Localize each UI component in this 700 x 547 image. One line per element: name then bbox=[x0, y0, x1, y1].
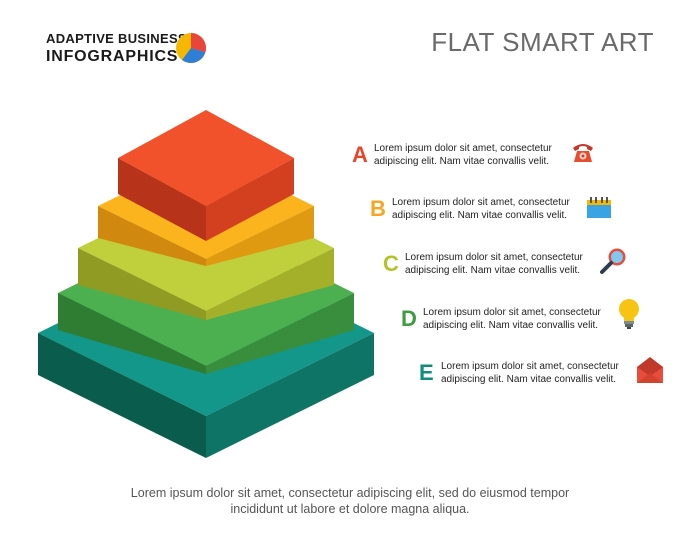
item-letter-a: A bbox=[352, 142, 368, 167]
item-letter-e: E bbox=[419, 360, 434, 385]
item-text-c: Lorem ipsum dolor sit amet, consectetur … bbox=[405, 251, 605, 277]
item-line-1: Lorem ipsum dolor sit amet, consectetur bbox=[374, 143, 552, 154]
list-item-b: B Lorem ipsum dolor sit amet, consectetu… bbox=[370, 195, 620, 227]
list-item-d: D Lorem ipsum dolor sit amet, consectetu… bbox=[401, 299, 651, 337]
item-text-d: Lorem ipsum dolor sit amet, consectetur … bbox=[423, 306, 623, 332]
item-line-2: adipiscing elit. Nam vitae convallis vel… bbox=[374, 156, 550, 167]
list-item-e: E Lorem ipsum dolor sit amet, consectetu… bbox=[419, 357, 669, 391]
item-line-1: Lorem ipsum dolor sit amet, consectetur bbox=[392, 197, 570, 208]
calendar-icon bbox=[587, 197, 611, 218]
item-letter-d: D bbox=[401, 306, 417, 331]
list-item-a: A Lorem ipsum dolor sit amet, consectetu… bbox=[352, 141, 612, 173]
magnifier-icon bbox=[600, 248, 626, 274]
item-line-2: adipiscing elit. Nam vitae convallis vel… bbox=[423, 320, 599, 331]
page-title: FLAT SMART ART bbox=[431, 27, 654, 57]
brand-line-2: INFOGRAPHICS bbox=[46, 48, 179, 65]
list-item-c: C Lorem ipsum dolor sit amet, consectetu… bbox=[383, 248, 633, 282]
lightbulb-icon bbox=[619, 299, 639, 329]
footer-text: Lorem ipsum dolor sit amet, consectetur … bbox=[0, 485, 700, 517]
item-text-b: Lorem ipsum dolor sit amet, consectetur … bbox=[392, 196, 592, 222]
item-line-1: Lorem ipsum dolor sit amet, consectetur bbox=[423, 307, 601, 318]
brand-text: ADAPTIVE BUSINESS INFOGRAPHICS bbox=[46, 31, 187, 66]
brand-line-1: ADAPTIVE BUSINESS bbox=[46, 31, 187, 46]
item-letter-b: B bbox=[370, 196, 386, 221]
item-text-e: Lorem ipsum dolor sit amet, consectetur … bbox=[441, 360, 641, 386]
item-letter-c: C bbox=[383, 251, 399, 276]
footer-line-1: Lorem ipsum dolor sit amet, consectetur … bbox=[130, 486, 570, 500]
item-line-2: adipiscing elit. Nam vitae convallis vel… bbox=[405, 265, 581, 276]
telephone-icon bbox=[573, 144, 593, 162]
item-line-1: Lorem ipsum dolor sit amet, consectetur bbox=[405, 252, 583, 263]
item-text-a: Lorem ipsum dolor sit amet, consectetur … bbox=[374, 142, 574, 168]
footer-line-2: incididunt ut labore et dolore magna ali… bbox=[230, 502, 470, 516]
pie-logo-icon bbox=[176, 33, 206, 63]
item-line-2: adipiscing elit. Nam vitae convallis vel… bbox=[441, 374, 617, 385]
item-line-2: adipiscing elit. Nam vitae convallis vel… bbox=[392, 210, 568, 221]
pyramid-level-a bbox=[118, 110, 294, 241]
envelope-icon bbox=[637, 357, 663, 383]
item-line-1: Lorem ipsum dolor sit amet, consectetur bbox=[441, 361, 619, 372]
